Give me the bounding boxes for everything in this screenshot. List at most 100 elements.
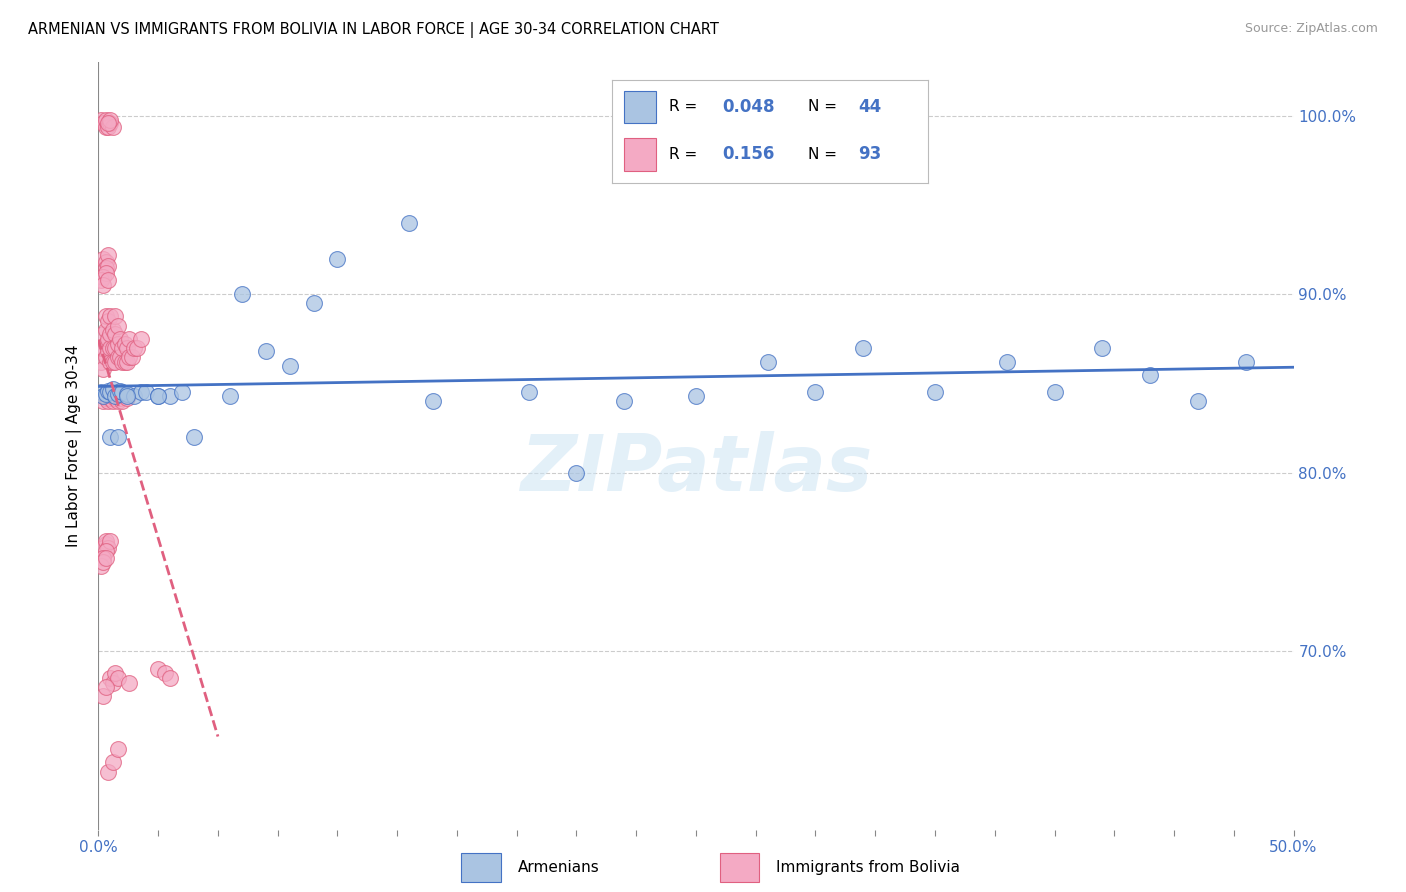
Point bbox=[98, 326, 122, 341]
Point bbox=[125, 341, 148, 355]
Point bbox=[121, 350, 143, 364]
Point bbox=[97, 384, 120, 398]
Text: 0.048: 0.048 bbox=[723, 98, 775, 116]
Point bbox=[135, 385, 157, 400]
Point bbox=[108, 332, 131, 346]
Point bbox=[101, 341, 124, 355]
Point bbox=[118, 350, 141, 364]
Point bbox=[254, 344, 277, 359]
Point bbox=[685, 389, 707, 403]
Point bbox=[1139, 368, 1161, 382]
Point bbox=[104, 341, 127, 355]
Point bbox=[94, 337, 117, 351]
Point bbox=[97, 116, 120, 130]
Point bbox=[804, 385, 827, 400]
Point bbox=[104, 391, 127, 405]
Point bbox=[115, 391, 138, 405]
FancyBboxPatch shape bbox=[720, 854, 759, 881]
FancyBboxPatch shape bbox=[624, 91, 655, 123]
Point bbox=[90, 273, 112, 287]
Point bbox=[98, 341, 122, 355]
Point bbox=[107, 671, 129, 685]
Point bbox=[111, 394, 134, 409]
Point bbox=[1187, 394, 1209, 409]
Point bbox=[94, 537, 117, 551]
Point bbox=[94, 680, 117, 694]
Point bbox=[91, 551, 114, 566]
Point bbox=[97, 248, 120, 262]
Point bbox=[159, 389, 181, 403]
Point bbox=[111, 385, 134, 400]
Point bbox=[98, 671, 122, 685]
Point bbox=[517, 385, 540, 400]
Point bbox=[108, 350, 131, 364]
Point bbox=[115, 387, 138, 401]
Point bbox=[97, 394, 120, 409]
Point bbox=[101, 120, 124, 134]
Point bbox=[94, 350, 117, 364]
Point bbox=[98, 309, 122, 323]
Point bbox=[101, 323, 124, 337]
Point bbox=[98, 112, 122, 127]
Point bbox=[97, 116, 120, 130]
Point bbox=[104, 389, 127, 403]
Point bbox=[107, 394, 129, 409]
Point bbox=[107, 387, 129, 401]
Point bbox=[98, 430, 122, 444]
Point bbox=[94, 544, 117, 558]
Text: 0.156: 0.156 bbox=[723, 145, 775, 163]
Point bbox=[101, 355, 124, 369]
Point bbox=[94, 112, 117, 127]
Point bbox=[613, 394, 636, 409]
Point bbox=[124, 341, 146, 355]
Point bbox=[91, 541, 114, 555]
Text: ZIPatlas: ZIPatlas bbox=[520, 431, 872, 507]
Text: Source: ZipAtlas.com: Source: ZipAtlas.com bbox=[1244, 22, 1378, 36]
Text: Armenians: Armenians bbox=[517, 860, 599, 875]
Point bbox=[172, 385, 194, 400]
Point bbox=[1234, 355, 1257, 369]
Point bbox=[90, 385, 112, 400]
Point bbox=[91, 394, 114, 409]
Point bbox=[115, 341, 138, 355]
Point bbox=[107, 430, 129, 444]
Point bbox=[101, 382, 124, 396]
Point bbox=[278, 359, 301, 373]
Point bbox=[101, 755, 124, 769]
Point bbox=[183, 430, 205, 444]
Point bbox=[1043, 385, 1066, 400]
Point bbox=[104, 665, 127, 680]
Point bbox=[118, 676, 141, 690]
Point bbox=[107, 742, 129, 756]
Point bbox=[91, 362, 114, 376]
Point bbox=[97, 765, 120, 780]
Point bbox=[98, 385, 122, 400]
Text: N =: N = bbox=[808, 146, 842, 161]
Point bbox=[115, 355, 138, 369]
Point bbox=[104, 326, 127, 341]
Point bbox=[148, 389, 170, 403]
Point bbox=[91, 278, 114, 293]
Text: ARMENIAN VS IMMIGRANTS FROM BOLIVIA IN LABOR FORCE | AGE 30-34 CORRELATION CHART: ARMENIAN VS IMMIGRANTS FROM BOLIVIA IN L… bbox=[28, 22, 718, 38]
Point bbox=[98, 355, 122, 369]
Point bbox=[995, 355, 1018, 369]
Point bbox=[91, 389, 114, 403]
Point bbox=[111, 355, 134, 369]
Point bbox=[97, 314, 120, 328]
Point bbox=[97, 344, 120, 359]
Point bbox=[91, 326, 114, 341]
Point bbox=[107, 337, 129, 351]
Point bbox=[398, 216, 420, 230]
Point bbox=[94, 309, 117, 323]
Point bbox=[422, 394, 444, 409]
Point bbox=[104, 309, 127, 323]
Point bbox=[231, 287, 253, 301]
Point bbox=[97, 273, 120, 287]
Point bbox=[148, 662, 170, 676]
Point bbox=[159, 671, 181, 685]
Point bbox=[98, 391, 122, 405]
Text: R =: R = bbox=[669, 99, 702, 114]
Point bbox=[91, 689, 114, 703]
Point bbox=[90, 112, 112, 127]
Point bbox=[108, 391, 131, 405]
